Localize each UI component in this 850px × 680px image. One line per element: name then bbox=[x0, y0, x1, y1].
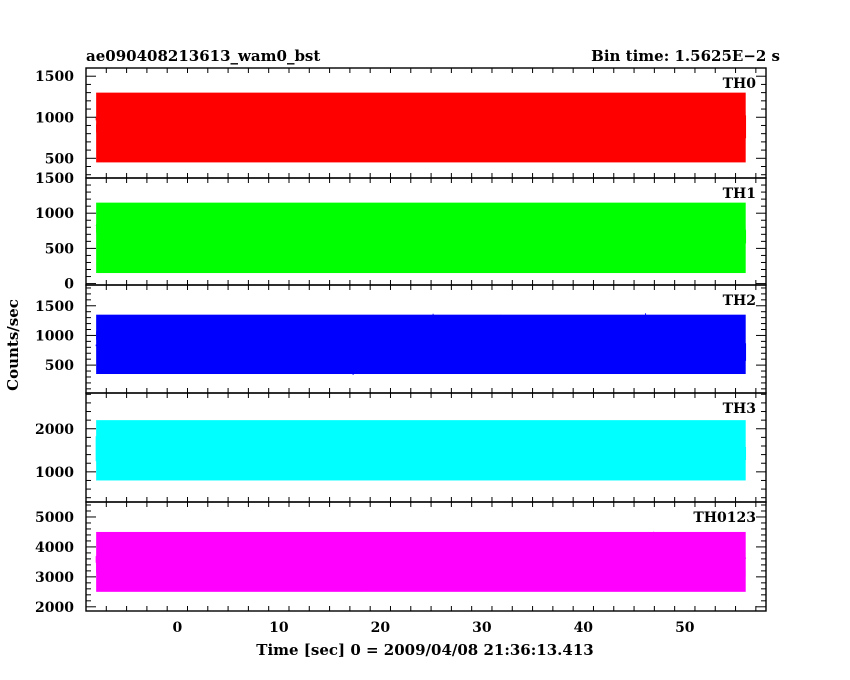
x-tick-label: 50 bbox=[675, 620, 695, 636]
y-tick-label: 500 bbox=[45, 151, 74, 167]
chart-title-left: ae090408213613_wam0_bst bbox=[86, 47, 320, 65]
y-tick-label: 1000 bbox=[35, 206, 74, 222]
series-line-th0123 bbox=[95, 531, 747, 592]
panel-label: TH2 bbox=[723, 293, 756, 309]
y-tick-label: 1500 bbox=[35, 69, 74, 85]
x-axis-label: Time [sec] 0 = 2009/04/08 21:36:13.413 bbox=[256, 641, 593, 659]
x-tick-label: 20 bbox=[371, 620, 391, 636]
y-tick-label: 5000 bbox=[35, 510, 74, 526]
series-line-th3 bbox=[95, 425, 747, 477]
x-tick-label: 30 bbox=[472, 620, 492, 636]
panel-label: TH0 bbox=[723, 76, 757, 92]
y-tick-label: 2000 bbox=[35, 600, 74, 616]
panel-th0123: 2000 3000 4000 5000 TH0123 0 10 20 30 40 50 bbox=[35, 501, 767, 636]
y-tick-label: 1000 bbox=[35, 328, 74, 344]
y-tick-label: 1500 bbox=[35, 171, 74, 187]
y-tick-label: 4000 bbox=[35, 540, 74, 556]
y-axis-label: Counts/sec bbox=[4, 299, 22, 391]
panel-th2: 500 1000 1500 TH2 bbox=[35, 284, 767, 394]
y-tick-label: 500 bbox=[45, 358, 74, 374]
panel-label: TH1 bbox=[723, 186, 756, 202]
y-tick-label: 3000 bbox=[35, 570, 74, 586]
panel-frame bbox=[85, 501, 767, 612]
x-tick-label: 40 bbox=[574, 620, 594, 636]
panel-th1: 0 500 1000 1500 TH1 bbox=[35, 171, 767, 293]
y-tick-label: 500 bbox=[45, 241, 74, 257]
series-line-th2 bbox=[95, 313, 747, 375]
x-tick-label: 0 bbox=[172, 620, 182, 636]
y-tick-label: 2000 bbox=[35, 422, 74, 438]
panel-th0: 500 1000 1500 TH0 bbox=[35, 67, 767, 179]
panel-label: TH3 bbox=[723, 401, 756, 417]
y-tick-label: 1000 bbox=[35, 110, 74, 126]
series-line-th1 bbox=[95, 211, 747, 265]
series-line-th0 bbox=[95, 98, 747, 161]
y-tick-label: 1000 bbox=[35, 465, 74, 481]
chart-title-right: Bin time: 1.5625E−2 s bbox=[591, 47, 780, 65]
panel-label: TH0123 bbox=[693, 510, 756, 526]
y-tick-label: 0 bbox=[64, 277, 74, 293]
panel-th3: 1000 2000 TH3 bbox=[35, 392, 767, 503]
x-tick-label: 10 bbox=[269, 620, 289, 636]
y-tick-label: 1500 bbox=[35, 299, 74, 315]
